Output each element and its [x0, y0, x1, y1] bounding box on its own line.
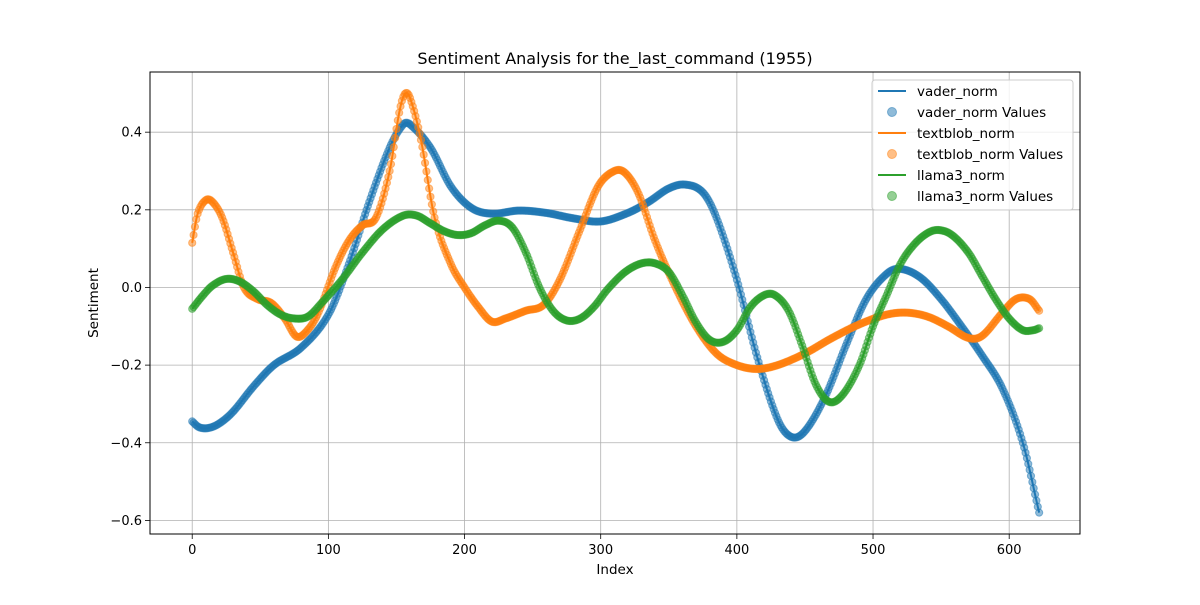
- llama3-norm-legend-marker: [887, 191, 897, 201]
- x-tick-label: 200: [452, 543, 477, 558]
- textblob-norm-point: [386, 160, 396, 169]
- textblob-norm-point: [420, 158, 430, 168]
- x-tick-label: 400: [724, 543, 749, 558]
- x-tick-label: 100: [316, 543, 341, 558]
- chart-title: Sentiment Analysis for the_last_command …: [417, 49, 812, 69]
- y-tick-label: 0.0: [121, 281, 142, 296]
- plot-frame: [149, 71, 1081, 535]
- textblob-norm-point: [392, 124, 401, 134]
- textblob-norm-point: [385, 166, 394, 176]
- legend-entry: vader_norm Values: [917, 105, 1046, 121]
- y-tick-label: −0.4: [110, 436, 142, 451]
- plot-area: [188, 88, 1044, 517]
- x-axis-label: Index: [596, 562, 633, 578]
- textblob-norm-point: [427, 200, 436, 209]
- legend-box: [871, 79, 1074, 211]
- legend-entry: llama3_norm: [917, 168, 1005, 184]
- y-axis-label: Sentiment: [86, 268, 102, 338]
- x-tick-label: 600: [997, 543, 1022, 558]
- textblob-norm-point: [190, 222, 200, 231]
- textblob-norm-point: [188, 238, 197, 247]
- legend-entry: textblob_norm Values: [917, 147, 1063, 163]
- x-tick-label: 300: [588, 543, 613, 558]
- textblob-norm-legend-marker: [887, 149, 897, 159]
- textblob-norm-point: [395, 108, 404, 117]
- legend: vader_norm vader_norm Values textblob_norm…: [871, 79, 1074, 211]
- vader-norm-legend-marker: [887, 107, 897, 117]
- legend-entry: vader_norm: [917, 84, 998, 100]
- axis-ticks: 0 100 200 300 400 500 600 −0.6 −0.4 −0.2 0.0 0.2 0.4: [110, 126, 1021, 558]
- legend-entry: textblob_norm: [917, 126, 1015, 142]
- textblob-norm-point: [425, 184, 434, 193]
- textblob-norm-point: [419, 150, 428, 159]
- legend-entry: llama3_norm Values: [917, 189, 1053, 205]
- textblob-norm-point: [393, 116, 402, 125]
- y-tick-label: −0.6: [110, 514, 142, 529]
- textblob-norm-point: [391, 133, 400, 143]
- vader-norm-point: [1035, 508, 1044, 517]
- textblob-norm-point: [1035, 306, 1044, 315]
- llama3-norm-series: [188, 210, 1044, 407]
- textblob-norm-series: [188, 88, 1044, 374]
- textblob-norm-point: [416, 135, 426, 145]
- y-tick-label: 0.2: [121, 203, 142, 218]
- textblob-norm-point: [189, 230, 198, 240]
- llama3-norm-point: [1035, 324, 1044, 333]
- textblob-norm-point: [418, 142, 427, 152]
- textblob-norm-point: [423, 175, 432, 185]
- x-tick-label: 500: [861, 543, 886, 558]
- grid: [150, 72, 1080, 534]
- textblob-norm-point: [426, 192, 435, 201]
- y-tick-label: −0.2: [110, 359, 142, 374]
- textblob-norm-point: [415, 129, 424, 138]
- x-tick-label: 0: [188, 543, 196, 558]
- textblob-norm-point: [422, 167, 431, 176]
- textblob-norm-point: [389, 143, 398, 152]
- textblob-norm-point: [388, 151, 397, 161]
- y-tick-label: 0.4: [121, 126, 142, 141]
